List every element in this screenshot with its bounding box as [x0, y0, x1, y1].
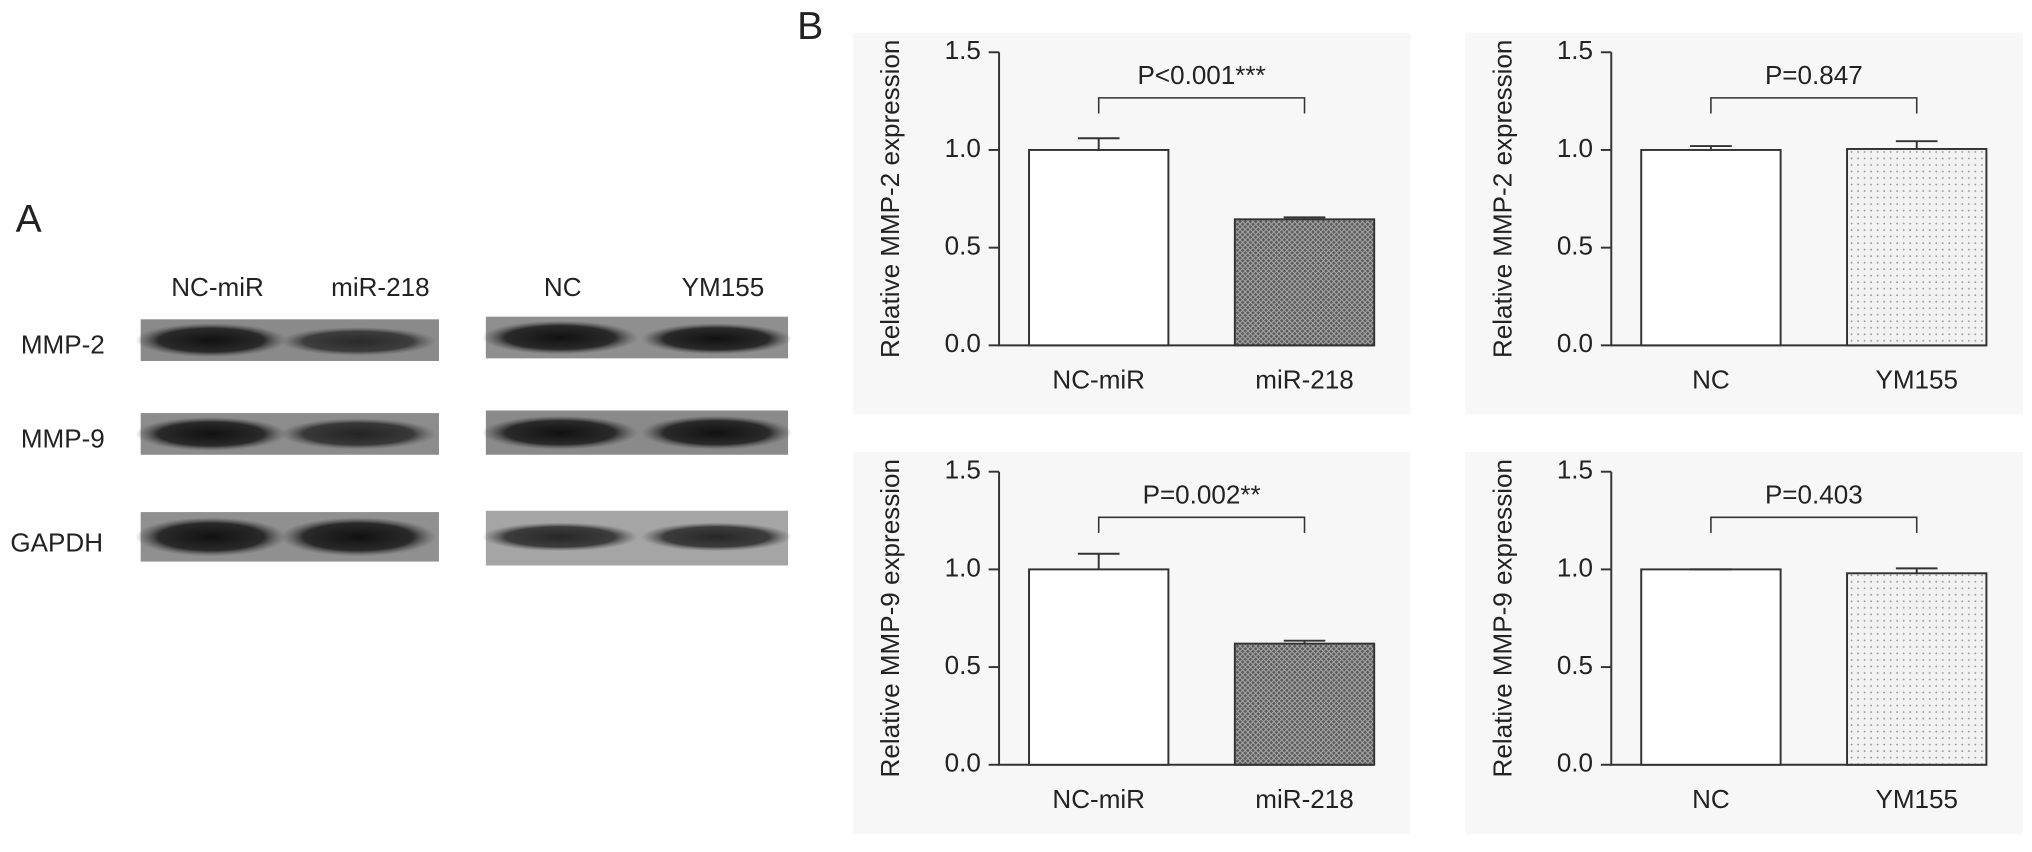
lane-label: NC-miR	[171, 272, 264, 302]
y-tick-label: 0.0	[1557, 328, 1593, 358]
y-axis-label: Relative MMP-9 expression	[875, 459, 905, 777]
significance-bracket	[1097, 97, 1306, 114]
bar-chart: 0.0 0.5 1.0 1.5 Relative MMP-2 expression NC Y…	[1465, 32, 2023, 415]
error-bar	[1077, 137, 1120, 150]
error-bar	[1283, 216, 1326, 220]
y-tick-label: 1.5	[1557, 35, 1593, 65]
significance-bracket	[1710, 97, 1918, 114]
x-tick-label: NC	[1692, 365, 1730, 395]
y-tick-label: 1.5	[1557, 455, 1593, 485]
x-tick-label: miR-218	[1255, 365, 1353, 395]
bar	[1640, 148, 1782, 347]
annotation: P<0.001***	[1138, 60, 1266, 90]
row-label: MMP-2	[21, 330, 105, 360]
y-tick-label: 1.0	[1557, 133, 1593, 163]
annotation: P=0.847	[1765, 60, 1863, 90]
x-tick-label: NC-miR	[1052, 784, 1145, 814]
lane-label: YM155	[682, 272, 765, 302]
x-tick-label: NC	[1692, 784, 1730, 814]
annotation: P=0.002**	[1143, 479, 1261, 509]
error-bar	[1895, 140, 1938, 149]
error-bar	[1690, 145, 1732, 150]
bar-chart: 0.0 0.5 1.0 1.5 Relative MMP-9 expression NC-…	[853, 452, 1411, 834]
y-tick-label: 0.0	[945, 748, 981, 778]
error-bar	[1895, 567, 1938, 574]
significance-bracket	[1097, 516, 1306, 533]
y-axis-label: Relative MMP-2 expression	[875, 40, 905, 358]
y-tick-label: 0.0	[1557, 748, 1593, 778]
error-bar	[1283, 639, 1326, 644]
y-axis-label: Relative MMP-2 expression	[1487, 40, 1517, 358]
bar	[1233, 218, 1376, 347]
bar	[1233, 642, 1376, 766]
bar	[1846, 572, 1988, 766]
y-tick-label: 1.5	[945, 455, 981, 485]
x-tick-label: NC-miR	[1052, 365, 1145, 395]
significance-bracket	[1710, 516, 1918, 533]
y-tick-label: 1.5	[945, 35, 981, 65]
bar-chart: 0.0 0.5 1.0 1.5 Relative MMP-2 expression NC-…	[853, 32, 1411, 415]
bar	[1846, 148, 1988, 347]
y-tick-label: 0.5	[945, 231, 981, 261]
y-tick-label: 0.0	[945, 328, 981, 358]
x-tick-label: miR-218	[1255, 784, 1353, 814]
y-tick-label: 0.5	[1557, 650, 1593, 680]
western-blot	[135, 316, 792, 566]
x-tick-label: YM155	[1875, 365, 1958, 395]
y-axis-label: Relative MMP-9 expression	[1487, 459, 1517, 777]
y-tick-label: 0.5	[1557, 231, 1593, 261]
error-bar	[1077, 552, 1120, 570]
y-tick-label: 0.5	[945, 650, 981, 680]
annotation: P=0.403	[1765, 479, 1863, 509]
lane-label: miR-218	[331, 272, 429, 302]
panel-letter: B	[797, 5, 823, 48]
bar	[1028, 148, 1170, 347]
y-tick-label: 1.0	[945, 133, 981, 163]
x-tick-label: YM155	[1875, 784, 1958, 814]
row-label: GAPDH	[10, 528, 103, 558]
y-tick-label: 1.0	[1557, 552, 1593, 582]
bar	[1028, 568, 1170, 766]
bar	[1640, 568, 1782, 766]
bar-chart: 0.0 0.5 1.0 1.5 Relative MMP-9 expression NC Y…	[1465, 452, 2023, 834]
panel-letter: A	[16, 198, 42, 241]
lane-label: NC	[544, 272, 582, 302]
y-tick-label: 1.0	[945, 552, 981, 582]
row-label: MMP-9	[21, 423, 105, 453]
